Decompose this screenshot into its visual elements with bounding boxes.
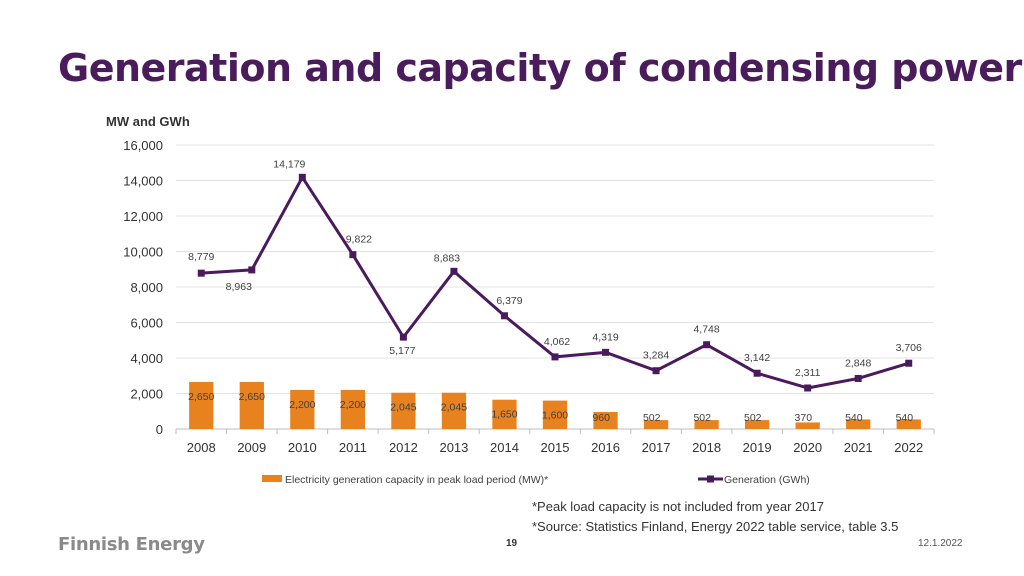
generation-marker (804, 384, 812, 392)
capacity-bar (593, 411, 618, 429)
generation-marker (652, 367, 660, 375)
y-tick-label: 14,000 (123, 174, 163, 189)
generation-marker (349, 251, 357, 259)
generation-data-label: 3,142 (744, 352, 770, 364)
x-tick-label: 2017 (642, 440, 671, 455)
x-tick-label: 2013 (439, 440, 468, 455)
capacity-data-label: 540 (845, 412, 863, 424)
note-source: *Source: Statistics Finland, Energy 2022… (532, 519, 899, 534)
generation-data-label: 8,963 (226, 281, 252, 293)
x-tick-label: 2012 (389, 440, 418, 455)
y-tick-label: 4,000 (130, 351, 163, 366)
legend-label-capacity: Electricity generation capacity in peak … (285, 474, 548, 486)
page-number: 19 (506, 538, 518, 549)
footer-date: 12.1.2022 (918, 538, 963, 549)
generation-data-label: 5,177 (389, 345, 415, 357)
capacity-bar (694, 420, 719, 429)
generation-marker (602, 348, 610, 356)
page-title: Generation and capacity of condensing po… (58, 46, 1022, 90)
y-tick-label: 2,000 (130, 387, 163, 402)
generation-marker (399, 333, 407, 341)
generation-data-label: 3,284 (643, 350, 669, 362)
generation-marker (854, 374, 862, 382)
capacity-bar (441, 392, 467, 429)
generation-marker (248, 266, 256, 274)
y-tick-label: 10,000 (123, 245, 163, 260)
capacity-data-label: 502 (693, 412, 711, 424)
generation-data-label: 8,779 (188, 251, 214, 263)
y-axis-label: MW and GWh (106, 114, 190, 129)
capacity-data-label: 502 (643, 412, 661, 424)
capacity-data-label: 502 (744, 412, 762, 424)
x-tick-label: 2022 (894, 440, 923, 455)
capacity-data-label: 2,045 (390, 402, 416, 414)
capacity-bar (896, 419, 921, 429)
generation-data-label: 2,311 (795, 367, 821, 379)
capacity-bar (492, 399, 517, 429)
generation-marker (197, 269, 205, 277)
capacity-data-label: 2,200 (289, 399, 315, 411)
capacity-data-label: 2,650 (188, 391, 214, 403)
generation-data-label: 3,706 (896, 342, 922, 354)
capacity-data-label: 2,650 (239, 391, 265, 403)
generation-data-label: 9,822 (346, 234, 372, 246)
note-peak-load: *Peak load capacity is not included from… (532, 499, 824, 514)
generation-marker (298, 173, 306, 181)
capacity-data-label: 1,650 (491, 409, 517, 421)
generation-marker (450, 267, 458, 275)
generation-marker (753, 369, 761, 377)
capacity-bar (340, 389, 365, 429)
capacity-data-label: 2,045 (441, 402, 467, 414)
x-tick-label: 2019 (743, 440, 772, 455)
capacity-bar (290, 389, 315, 429)
y-tick-label: 12,000 (123, 209, 163, 224)
capacity-bar (239, 381, 264, 429)
capacity-bar (745, 420, 770, 429)
generation-data-label: 4,748 (693, 324, 719, 336)
generation-data-label: 14,179 (273, 158, 305, 170)
generation-data-label: 6,379 (496, 295, 522, 307)
generation-data-label: 2,848 (845, 357, 871, 369)
generation-marker (500, 312, 508, 320)
legend-marker-generation (707, 475, 714, 483)
y-tick-label: 6,000 (130, 316, 163, 331)
generation-marker (703, 341, 711, 349)
capacity-data-label: 1,600 (542, 410, 568, 422)
y-tick-label: 8,000 (130, 280, 163, 295)
generation-data-label: 4,062 (544, 336, 570, 348)
x-tick-label: 2011 (339, 440, 367, 455)
capacity-bar (391, 392, 416, 429)
finnish-energy-logo: Finnish Energy (58, 534, 205, 555)
x-tick-label: 2009 (237, 440, 266, 455)
capacity-bar (189, 381, 214, 429)
capacity-bar (542, 400, 568, 429)
capacity-data-label: 960 (592, 412, 610, 424)
generation-marker (551, 353, 559, 361)
capacity-data-label: 540 (896, 412, 914, 424)
y-tick-label: 0 (156, 422, 163, 437)
x-tick-label: 2014 (490, 440, 519, 455)
legend-label-generation: Generation (GWh) (724, 474, 810, 486)
capacity-bar (643, 420, 669, 429)
y-tick-label: 16,000 (123, 138, 163, 153)
x-tick-label: 2021 (844, 440, 873, 455)
x-tick-label: 2008 (187, 440, 216, 455)
generation-marker (905, 359, 913, 367)
generation-data-label: 8,883 (434, 252, 460, 264)
x-tick-label: 2016 (591, 440, 620, 455)
x-tick-label: 2018 (692, 440, 721, 455)
legend-swatch-capacity (262, 475, 282, 482)
capacity-data-label: 370 (795, 412, 813, 424)
x-tick-label: 2020 (793, 440, 822, 455)
x-tick-label: 2010 (288, 440, 317, 455)
capacity-bar (846, 419, 871, 429)
generation-data-label: 4,319 (592, 331, 618, 343)
capacity-data-label: 2,200 (340, 399, 366, 411)
capacity-bar (795, 422, 820, 429)
x-tick-label: 2015 (541, 440, 570, 455)
